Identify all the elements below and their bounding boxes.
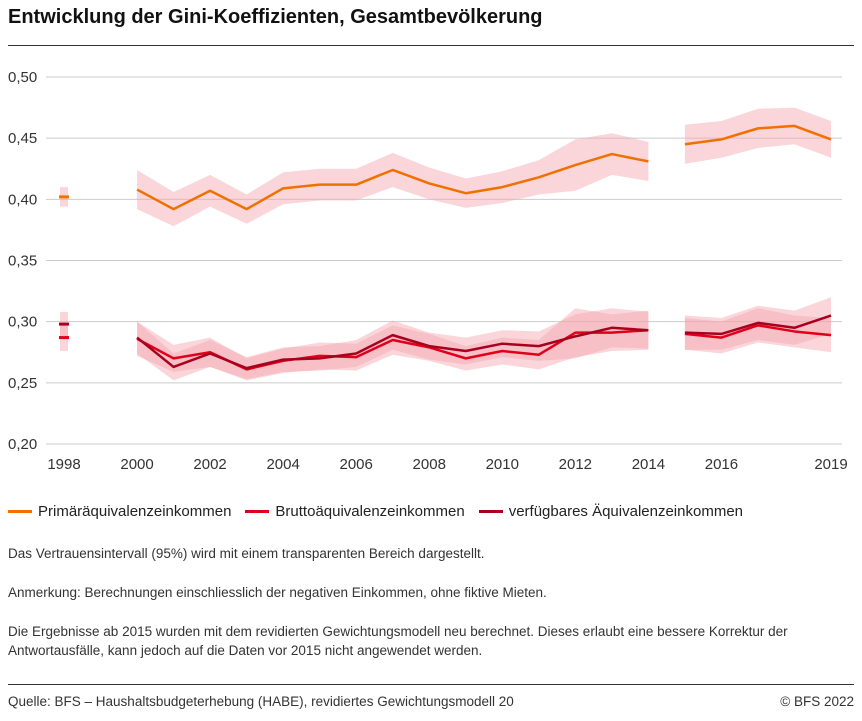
x-tick-label: 2019: [814, 456, 847, 473]
line-chart: 0,50 0,45 0,40 0,35 0,30 0,25 0,20 1998 2000 2002…: [8, 69, 848, 473]
x-tick-label: 2014: [632, 456, 665, 473]
confidence-band: [684, 107, 831, 164]
source: Quelle: BFS – Haushaltsbudgeterhebung (H…: [8, 694, 514, 709]
x-tick-label: 2010: [486, 456, 519, 473]
y-tick-label: 0,40: [8, 191, 37, 208]
confidence-band: [137, 308, 649, 381]
x-tick-label: 2000: [120, 456, 153, 473]
copyright: © BFS 2022: [780, 694, 854, 709]
legend-label: Primäräquivalenzeinkommen: [38, 503, 232, 520]
legend-label: verfügbares Äquivalenzeinkommen: [508, 503, 743, 520]
note-remark: Anmerkung: Berechnungen einschliesslich …: [8, 585, 547, 600]
x-tick-label: 1998: [47, 456, 80, 473]
x-tick-label: 2002: [193, 456, 226, 473]
y-tick-label: 0,30: [8, 314, 37, 331]
series-line: [136, 152, 649, 211]
note-revision: Die Ergebnisse ab 2015 wurden mit dem re…: [8, 624, 788, 658]
x-tick-label: 2006: [340, 456, 373, 473]
series-line: [136, 326, 649, 370]
x-tick-label: 2004: [266, 456, 299, 473]
series-line: [684, 324, 832, 339]
legend-item-verfuegbar: verfügbares Äquivalenzeinkommen: [478, 503, 743, 520]
legend: Primäräquivalenzeinkommen Bruttoäquivale…: [8, 503, 743, 520]
legend-item-brutto: Bruttoäquivalenzeinkommen: [245, 503, 465, 520]
legend-item-primaer: Primäräquivalenzeinkommen: [8, 503, 231, 520]
legend-swatch: [8, 510, 32, 513]
x-tick-label: 2016: [705, 456, 738, 473]
confidence-band: [684, 308, 831, 354]
y-tick-label: 0,20: [8, 436, 37, 453]
series-line: [684, 124, 832, 146]
note-ci: Das Vertrauensintervall (95%) wird mit e…: [8, 546, 485, 561]
footer-divider: [8, 684, 854, 685]
title-divider: [8, 45, 854, 46]
y-tick-label: 0,25: [8, 375, 37, 392]
confidence-band: [137, 308, 649, 381]
series-line: [684, 314, 832, 336]
y-tick-label: 0,45: [8, 130, 37, 147]
x-tick-label: 2008: [413, 456, 446, 473]
confidence-band: [137, 133, 649, 227]
legend-swatch: [478, 510, 503, 513]
legend-label: Bruttoäquivalenzeinkommen: [275, 503, 465, 520]
x-tick-label: 2012: [559, 456, 592, 473]
legend-swatch: [245, 510, 270, 513]
chart-title: Entwicklung der Gini-Koeffizienten, Gesa…: [8, 6, 543, 28]
y-tick-label: 0,35: [8, 253, 37, 270]
y-tick-label: 0,50: [8, 69, 37, 86]
